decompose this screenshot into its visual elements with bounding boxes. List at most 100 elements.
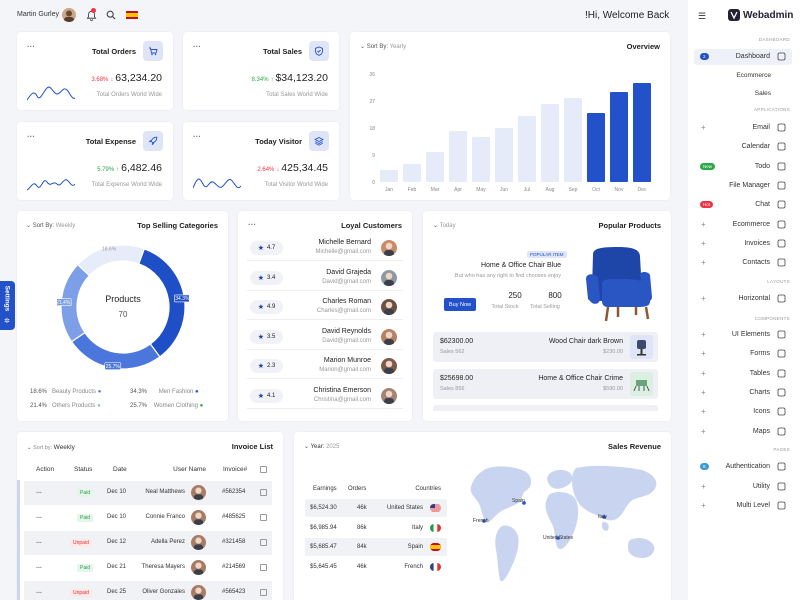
map-marker-french[interactable] bbox=[482, 519, 486, 523]
expand-plus-icon[interactable]: + bbox=[701, 501, 706, 510]
bar[interactable] bbox=[564, 98, 582, 182]
overview-sort[interactable]: ⌄ Sort By: Yearly bbox=[360, 43, 406, 50]
product-row[interactable]: $25698.00 Sales 856 Home & Office Chair Cr… bbox=[433, 369, 658, 399]
invoice-sort[interactable]: ⌄ Sort by: Weekly bbox=[27, 444, 75, 451]
revenue-row[interactable] bbox=[305, 518, 447, 537]
card-menu-icon[interactable]: ··· bbox=[193, 132, 201, 141]
expand-plus-icon[interactable]: + bbox=[701, 123, 706, 132]
bar[interactable] bbox=[610, 92, 628, 182]
invoice-header-cell[interactable]: Action bbox=[36, 466, 55, 473]
expand-plus-icon[interactable]: + bbox=[701, 219, 706, 229]
nav-contacts[interactable]: + Contacts bbox=[694, 255, 792, 271]
categories-sort[interactable]: ⌄ Sort By: Weekly bbox=[26, 222, 75, 229]
user-avatar[interactable] bbox=[62, 8, 76, 22]
expand-plus-icon[interactable]: + bbox=[701, 330, 706, 339]
invoice-number[interactable]: #214569 bbox=[222, 564, 246, 570]
bar[interactable] bbox=[541, 104, 559, 182]
invoice-row[interactable] bbox=[24, 556, 272, 580]
buy-now-button[interactable]: Buy Now bbox=[444, 298, 476, 311]
row-checkbox[interactable] bbox=[260, 589, 267, 596]
card-menu-icon[interactable]: ··· bbox=[27, 42, 35, 51]
nav-charts[interactable]: + Charts bbox=[694, 385, 792, 401]
invoice-row[interactable] bbox=[24, 506, 272, 530]
product-row[interactable]: $62300.00 Sales 562 Wood Chair dark Brown $… bbox=[433, 332, 658, 362]
invoice-number[interactable]: #565423 bbox=[222, 589, 246, 595]
row-action-menu-icon[interactable]: ... bbox=[36, 538, 42, 545]
menu-toggle-icon[interactable]: ☰ bbox=[698, 11, 707, 21]
expand-plus-icon[interactable]: + bbox=[701, 349, 706, 359]
revenue-year[interactable]: ⌄ Year: 2025 bbox=[304, 443, 339, 450]
row-checkbox[interactable] bbox=[260, 489, 267, 496]
row-action-menu-icon[interactable]: ... bbox=[36, 563, 42, 570]
card-menu-icon[interactable]: ··· bbox=[248, 220, 256, 229]
invoice-number[interactable]: #321458 bbox=[222, 539, 246, 545]
nav-calendar[interactable]: Calendar bbox=[694, 139, 792, 155]
bar[interactable] bbox=[633, 83, 651, 182]
brand-name[interactable]: Webadmin bbox=[743, 10, 794, 21]
invoice-header-cell[interactable]: User Name bbox=[173, 466, 206, 473]
bar[interactable] bbox=[403, 164, 421, 182]
nav-chat[interactable]: Hot Chat bbox=[694, 197, 792, 213]
expand-plus-icon[interactable]: + bbox=[701, 426, 706, 436]
invoice-number[interactable]: #562354 bbox=[222, 489, 246, 495]
nav-invoices[interactable]: + Invoices bbox=[694, 236, 792, 252]
nav-sub-ecommerce[interactable]: Ecommerce bbox=[736, 72, 771, 79]
row-checkbox[interactable] bbox=[260, 514, 267, 521]
nav-ui-elements[interactable]: + UI Elements bbox=[694, 327, 792, 343]
nav-utility[interactable]: + Utility bbox=[694, 479, 792, 495]
row-action-menu-icon[interactable]: ... bbox=[36, 513, 42, 520]
nav-ecommerce[interactable]: + Ecommerce bbox=[694, 217, 792, 233]
bar[interactable] bbox=[380, 170, 398, 182]
map-marker-italy[interactable] bbox=[602, 515, 606, 519]
username[interactable]: Martin Gurley bbox=[17, 11, 60, 18]
expand-plus-icon[interactable]: + bbox=[701, 407, 706, 417]
spain-flag-icon[interactable] bbox=[126, 11, 138, 19]
card-menu-icon[interactable]: ··· bbox=[27, 132, 35, 141]
popular-sort[interactable]: ⌄ Today bbox=[433, 222, 456, 229]
nav-file-manager[interactable]: File Manager bbox=[694, 178, 792, 194]
invoice-row[interactable] bbox=[24, 481, 272, 505]
invoice-number[interactable]: #485625 bbox=[222, 514, 246, 520]
row-action-menu-icon[interactable]: ... bbox=[36, 588, 42, 595]
nav-sub-sales[interactable]: Sales bbox=[754, 90, 771, 97]
nav-authentication[interactable]: 8 Authentication bbox=[694, 459, 792, 475]
invoice-header-cell[interactable]: Invoice# bbox=[223, 466, 248, 473]
bar[interactable] bbox=[518, 116, 536, 182]
expand-plus-icon[interactable]: + bbox=[701, 238, 706, 248]
customer-row[interactable]: ★ 4.1 Christina Emerson Christina@gmail.com bbox=[247, 383, 403, 409]
customer-row[interactable]: ★ 3.4 David Grajeda David@gmail.com bbox=[247, 265, 403, 291]
search-icon[interactable] bbox=[105, 9, 117, 21]
nav-horizontal[interactable]: + Horizontal bbox=[694, 291, 792, 307]
nav-email[interactable]: + Email bbox=[694, 120, 792, 136]
expand-plus-icon[interactable]: + bbox=[701, 368, 706, 378]
map-marker-united-states[interactable] bbox=[556, 536, 560, 540]
expand-plus-icon[interactable]: + bbox=[701, 294, 706, 303]
bar[interactable] bbox=[587, 113, 605, 182]
select-all-checkbox[interactable] bbox=[260, 466, 267, 473]
row-checkbox[interactable] bbox=[260, 564, 267, 571]
row-checkbox[interactable] bbox=[260, 539, 267, 546]
customer-row[interactable]: ★ 4.7 Michelle Bernard Michelle@gmail.com bbox=[247, 235, 403, 261]
row-action-menu-icon[interactable]: ... bbox=[36, 488, 42, 495]
nav-todo[interactable]: New Todo bbox=[694, 159, 792, 175]
revenue-row[interactable] bbox=[305, 499, 447, 517]
donut-slice[interactable] bbox=[76, 244, 146, 277]
expand-plus-icon[interactable]: + bbox=[701, 258, 706, 268]
invoice-row[interactable] bbox=[24, 531, 272, 555]
scroll-indicator[interactable] bbox=[17, 480, 20, 600]
bar[interactable] bbox=[495, 128, 513, 182]
nav-maps[interactable]: + Maps bbox=[694, 424, 792, 440]
expand-plus-icon[interactable]: + bbox=[701, 387, 706, 397]
bar[interactable] bbox=[449, 131, 467, 182]
customer-row[interactable]: ★ 2.3 Marion Munroe Marion@gmail.com bbox=[247, 353, 403, 380]
expand-plus-icon[interactable]: + bbox=[701, 481, 706, 491]
customer-row[interactable]: ★ 3.5 David Reynolds David@gmail.com bbox=[247, 324, 403, 350]
nav-multi-level[interactable]: + Multi Level bbox=[694, 498, 792, 514]
card-menu-icon[interactable]: ··· bbox=[193, 42, 201, 51]
nav-forms[interactable]: + Forms bbox=[694, 346, 792, 362]
map-marker-spain[interactable] bbox=[522, 501, 526, 505]
nav-dashboard[interactable]: 2 Dashboard bbox=[694, 49, 792, 65]
invoice-header-cell[interactable]: Date bbox=[113, 466, 127, 473]
customer-row[interactable]: ★ 4.9 Charles Roman Charles@gmail.com bbox=[247, 294, 403, 321]
nav-icons[interactable]: + Icons bbox=[694, 404, 792, 420]
